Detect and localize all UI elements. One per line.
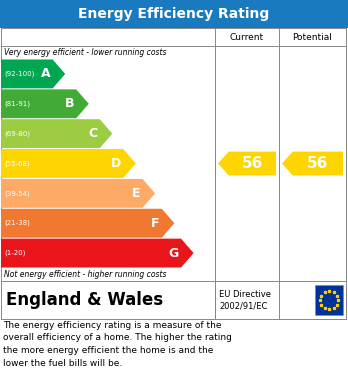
Text: A: A xyxy=(41,67,51,81)
Text: Current: Current xyxy=(230,32,264,41)
Polygon shape xyxy=(1,149,136,178)
Polygon shape xyxy=(1,59,65,88)
Bar xyxy=(315,285,343,315)
Text: (1-20): (1-20) xyxy=(4,250,25,256)
Text: (81-91): (81-91) xyxy=(4,100,30,107)
Bar xyxy=(1,28,346,319)
Bar xyxy=(1,281,346,319)
Text: D: D xyxy=(111,157,121,170)
Text: (55-68): (55-68) xyxy=(4,160,30,167)
Polygon shape xyxy=(1,239,193,267)
Text: E: E xyxy=(132,187,141,200)
Text: B: B xyxy=(65,97,74,110)
Polygon shape xyxy=(1,179,155,208)
Polygon shape xyxy=(218,152,276,176)
Text: 56: 56 xyxy=(242,156,263,171)
Text: England & Wales: England & Wales xyxy=(6,291,163,309)
Text: (39-54): (39-54) xyxy=(4,190,30,197)
Text: 56: 56 xyxy=(307,156,329,171)
Text: Not energy efficient - higher running costs: Not energy efficient - higher running co… xyxy=(4,270,166,279)
Text: F: F xyxy=(151,217,160,230)
Text: EU Directive
2002/91/EC: EU Directive 2002/91/EC xyxy=(219,290,271,310)
Text: G: G xyxy=(169,247,179,260)
Text: (92-100): (92-100) xyxy=(4,71,34,77)
Text: Very energy efficient - lower running costs: Very energy efficient - lower running co… xyxy=(4,48,166,57)
Text: Potential: Potential xyxy=(293,32,332,41)
Text: (21-38): (21-38) xyxy=(4,220,30,226)
Polygon shape xyxy=(1,90,89,118)
Polygon shape xyxy=(1,209,174,238)
Text: C: C xyxy=(89,127,98,140)
Bar xyxy=(0,0,348,28)
Text: The energy efficiency rating is a measure of the
overall efficiency of a home. T: The energy efficiency rating is a measur… xyxy=(3,321,232,368)
Text: (69-80): (69-80) xyxy=(4,130,30,137)
Polygon shape xyxy=(1,119,112,148)
Polygon shape xyxy=(282,152,343,176)
Text: Energy Efficiency Rating: Energy Efficiency Rating xyxy=(78,7,270,21)
